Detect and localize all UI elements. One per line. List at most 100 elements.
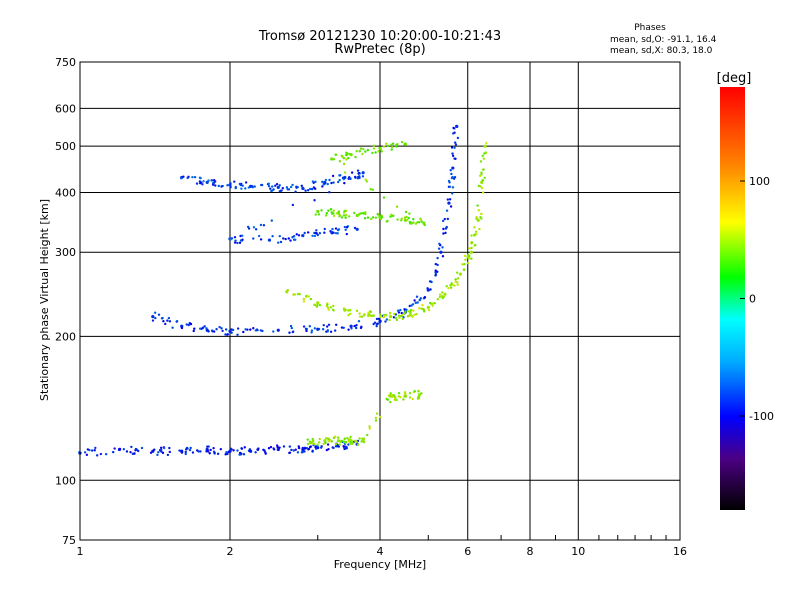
echo-point <box>389 312 392 315</box>
echo-point <box>297 234 301 237</box>
y-tick-label: 400 <box>55 186 76 199</box>
echo-point <box>412 309 415 312</box>
echo-point <box>244 181 248 184</box>
echo-point <box>236 333 239 336</box>
echo-point <box>443 292 447 296</box>
echo-point <box>166 319 169 322</box>
echo-point <box>451 175 454 179</box>
echo-point <box>261 329 264 333</box>
echo-point <box>272 448 276 451</box>
echo-point <box>318 303 322 307</box>
echo-point <box>220 185 223 188</box>
echo-point <box>322 323 325 327</box>
echo-point <box>362 147 365 151</box>
echo-point <box>244 187 247 190</box>
echo-point <box>329 207 333 211</box>
echo-point <box>400 217 403 220</box>
echo-point <box>332 231 335 234</box>
echo-point <box>199 450 202 453</box>
echo-point <box>269 445 273 449</box>
echo-point <box>182 175 185 178</box>
echo-point <box>185 323 188 326</box>
y-axis-label: Stationary phase Virtual Height [km] <box>38 199 51 401</box>
echo-point <box>470 234 473 237</box>
echo-point <box>159 446 163 449</box>
echo-point <box>280 189 283 192</box>
echo-point <box>409 310 412 313</box>
echo-point <box>387 144 390 148</box>
echo-point <box>162 446 166 450</box>
echo-point <box>349 324 353 328</box>
echo-point <box>360 325 363 329</box>
echo-point <box>279 240 283 244</box>
echo-point <box>318 232 322 235</box>
echo-point <box>292 449 295 452</box>
echo-point <box>168 446 171 450</box>
echo-point <box>442 227 445 231</box>
echo-point <box>482 168 485 171</box>
echo-point <box>224 333 227 336</box>
echo-point <box>355 227 359 231</box>
echo-point <box>228 329 232 333</box>
echo-point <box>417 393 422 397</box>
echo-point <box>355 149 358 153</box>
echo-point <box>314 231 318 235</box>
echo-point <box>362 440 366 444</box>
echo-point <box>378 146 382 150</box>
echo-point <box>83 451 87 454</box>
echo-point <box>332 212 335 215</box>
echo-point <box>251 186 254 189</box>
echo-point <box>441 219 445 223</box>
echo-point <box>453 146 456 149</box>
echo-point <box>327 437 330 441</box>
echo-point <box>201 183 204 186</box>
echo-point <box>429 280 433 283</box>
echo-point <box>443 217 446 221</box>
echo-point <box>408 396 412 399</box>
echo-point <box>384 320 387 323</box>
echo-point <box>335 212 339 215</box>
echo-point <box>413 313 416 317</box>
echo-point <box>474 230 478 233</box>
echo-point <box>296 451 300 454</box>
echo-point <box>130 445 133 449</box>
echo-point <box>161 451 165 455</box>
echo-point <box>193 327 196 330</box>
echo-point <box>436 256 439 260</box>
echo-point <box>290 326 294 330</box>
echo-point <box>454 278 457 281</box>
echo-point <box>375 317 379 321</box>
echo-point <box>334 227 338 230</box>
echo-point <box>326 306 330 309</box>
echo-point <box>478 227 481 231</box>
echo-point <box>240 187 243 190</box>
echo-point <box>324 214 328 217</box>
echo-point <box>342 211 346 214</box>
echo-point <box>322 442 325 446</box>
echo-point <box>262 448 265 452</box>
echo-point <box>210 329 214 332</box>
echo-point <box>342 444 345 448</box>
echo-point <box>191 175 194 179</box>
echo-point <box>377 150 380 153</box>
echo-point <box>416 395 420 399</box>
echo-point <box>466 255 469 258</box>
echo-point <box>356 176 360 179</box>
echo-point <box>393 398 396 402</box>
echo-point <box>420 307 423 310</box>
echo-point <box>320 209 323 212</box>
echo-point <box>368 425 371 428</box>
echo-point <box>337 210 340 213</box>
echo-point <box>357 213 361 216</box>
echo-point <box>397 395 401 398</box>
echo-point <box>199 181 203 184</box>
echo-point <box>404 210 408 214</box>
echo-point <box>379 319 382 323</box>
echo-point <box>212 330 216 333</box>
echo-point <box>151 315 155 319</box>
echo-point <box>317 441 321 444</box>
x-tick-label: 1 <box>77 545 84 558</box>
echo-point <box>447 201 451 205</box>
echo-point <box>304 327 308 331</box>
echo-point <box>307 295 311 298</box>
